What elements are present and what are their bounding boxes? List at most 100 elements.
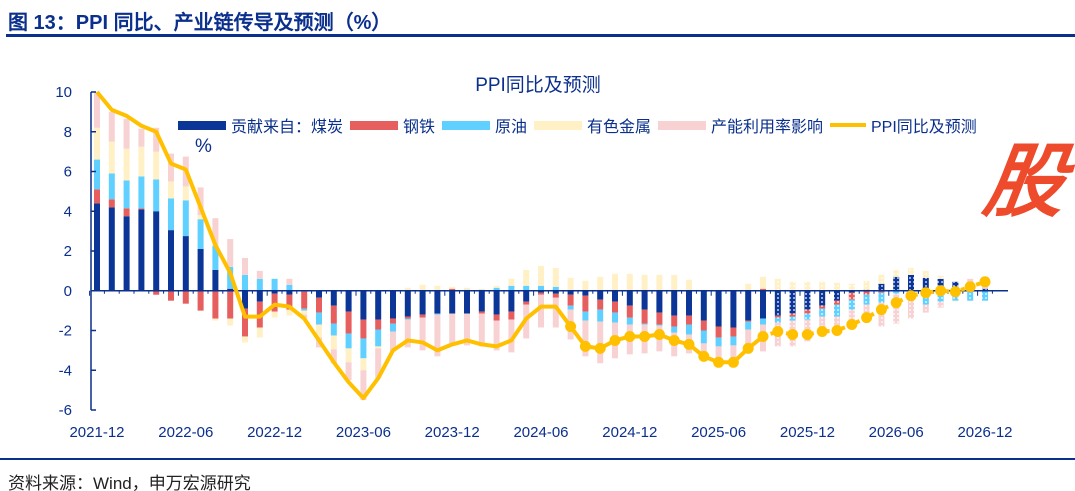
ppi-point	[890, 297, 902, 309]
bar-segment-0	[345, 290, 352, 312]
bar-segment-2	[552, 286, 559, 291]
ppi-point	[920, 287, 932, 299]
forecast-pattern	[848, 299, 855, 310]
bar-segment-4	[449, 313, 456, 346]
bar-segment-0	[375, 290, 382, 320]
bar-segment-2	[760, 318, 766, 325]
legend-label-0: 贡献来自：煤炭	[231, 118, 343, 136]
y-axis-unit: %	[195, 136, 212, 157]
bar-segment-4	[597, 321, 604, 364]
forecast-pattern	[922, 270, 929, 278]
forecast-pattern	[893, 293, 900, 324]
bars-layer	[94, 92, 988, 401]
forecast-pattern	[863, 294, 870, 305]
x-tick-label: 2026-06	[869, 424, 924, 441]
bar-segment-0	[316, 290, 322, 298]
bar-segment-0	[567, 290, 574, 295]
forecast-pattern	[922, 304, 929, 313]
bar-segment-4	[153, 127, 160, 152]
legend-swatch-3	[534, 121, 582, 130]
bar-segment-3	[612, 273, 618, 291]
bar-segment-0	[745, 290, 752, 321]
bar-segment-1	[345, 311, 352, 334]
bar-segment-2	[123, 180, 130, 209]
bar-segment-1	[301, 291, 308, 309]
bar-segment-0	[390, 290, 396, 319]
bar-segment-3	[523, 269, 530, 286]
bar-segment-3	[212, 318, 219, 321]
forecast-pattern	[774, 317, 781, 323]
bar-segment-4	[715, 346, 722, 365]
ppi-point	[935, 285, 947, 297]
bar-segment-3	[567, 277, 574, 291]
forecast-pattern	[848, 309, 855, 328]
ppi-line-forecast	[762, 279, 986, 339]
x-tick-label: 2025-12	[780, 424, 835, 441]
bar-segment-2	[493, 287, 500, 291]
ppi-point	[713, 356, 725, 368]
bar-segment-0	[168, 230, 174, 291]
bar-segment-3	[227, 318, 234, 326]
bar-segment-1	[745, 320, 752, 322]
legend-label-line: PPI同比及预测	[871, 118, 977, 136]
forecast-pattern	[937, 275, 944, 279]
bar-segment-4	[108, 111, 115, 142]
y-tick-label: 2	[64, 243, 72, 260]
bar-segment-3	[626, 273, 633, 291]
bar-segment-3	[271, 311, 278, 318]
bar-segment-3	[182, 186, 189, 201]
ppi-point	[668, 334, 680, 346]
bar-segment-1	[597, 299, 604, 310]
bar-segment-0	[552, 290, 559, 294]
forecast-pattern	[863, 280, 870, 290]
forecast-pattern	[789, 290, 796, 314]
bar-segment-3	[94, 127, 100, 160]
bar-segment-2	[523, 285, 530, 291]
legend-swatch-1	[350, 121, 398, 130]
ppi-point	[653, 328, 665, 340]
bar-segment-2	[94, 159, 100, 190]
bar-segment-2	[567, 305, 574, 310]
x-tick-label: 2023-06	[336, 424, 391, 441]
bar-segment-2	[330, 323, 337, 336]
bar-segment-0	[700, 290, 707, 321]
forecast-pattern	[878, 283, 885, 291]
bar-segment-1	[390, 318, 396, 324]
ppi-point	[816, 325, 828, 337]
y-tick-label: 6	[64, 164, 72, 181]
bar-segment-3	[286, 309, 293, 316]
y-tick-label: -2	[59, 323, 72, 340]
bar-segment-3	[508, 278, 515, 286]
forecast-pattern	[834, 316, 840, 333]
bar-segment-1	[330, 305, 337, 324]
bar-segment-4	[286, 278, 293, 285]
bar-segment-2	[360, 338, 367, 359]
bar-segment-0	[227, 288, 234, 291]
forecast-pattern	[834, 290, 840, 301]
bar-segment-3	[552, 267, 559, 287]
ppi-point	[624, 330, 636, 342]
bar-segment-0	[182, 236, 189, 291]
bar-segment-1	[94, 189, 100, 204]
bar-segment-1	[686, 315, 692, 325]
bar-segment-3	[686, 279, 692, 291]
bar-segment-0	[686, 290, 692, 316]
bar-segment-4	[745, 329, 752, 354]
bar-segment-4	[168, 153, 174, 182]
ppi-point	[905, 290, 917, 302]
bar-segment-0	[715, 290, 722, 327]
bar-segment-0	[641, 290, 648, 310]
ppi-point	[698, 350, 710, 362]
x-tick-label: 2024-06	[513, 424, 568, 441]
ppi-point	[875, 304, 887, 316]
bar-segment-2	[301, 308, 308, 311]
ppi-point	[565, 321, 577, 333]
bar-segment-2	[316, 312, 322, 325]
bar-segment-1	[656, 312, 663, 325]
forecast-pattern	[848, 283, 855, 291]
bar-segment-4	[464, 313, 470, 346]
bar-segment-0	[256, 290, 263, 302]
bar-segment-1	[212, 290, 219, 319]
footer-divider	[0, 458, 1075, 460]
bar-segment-2	[182, 200, 189, 237]
